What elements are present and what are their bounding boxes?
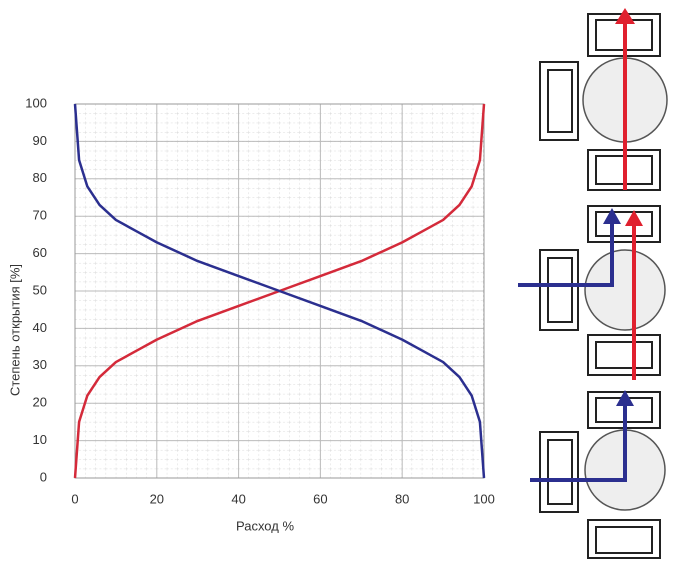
x-axis-title: Расход % xyxy=(236,518,294,533)
chart: 0 10 20 30 40 50 60 70 80 90 100 0 20 40 60 80 100 xyxy=(25,95,495,506)
valve-middle xyxy=(518,205,666,380)
y-tick-label: 70 xyxy=(33,208,47,223)
x-tick-label: 0 xyxy=(71,491,78,506)
valve-top xyxy=(539,8,668,191)
y-tick-label: 90 xyxy=(33,133,47,148)
y-tick-label: 60 xyxy=(33,245,47,260)
y-axis-title: Степень открытия [%] xyxy=(7,264,22,396)
plot-frame xyxy=(74,103,485,479)
y-tick-label: 100 xyxy=(25,95,47,110)
y-tick-label: 30 xyxy=(33,357,47,372)
y-tick-label: 80 xyxy=(33,170,47,185)
y-tick-label: 10 xyxy=(33,432,47,447)
y-tick-label: 0 xyxy=(40,469,47,484)
x-tick-label: 80 xyxy=(395,491,409,506)
y-tick-label: 50 xyxy=(33,282,47,297)
y-tick-label: 40 xyxy=(33,320,47,335)
x-tick-label: 20 xyxy=(150,491,164,506)
valve-bottom xyxy=(530,390,666,559)
series-line xyxy=(73,103,486,479)
y-tick-label: 20 xyxy=(33,395,47,410)
x-tick-label: 100 xyxy=(473,491,495,506)
x-tick-label: 60 xyxy=(313,491,327,506)
valve-diagrams xyxy=(518,8,668,559)
x-tick-label: 40 xyxy=(231,491,245,506)
